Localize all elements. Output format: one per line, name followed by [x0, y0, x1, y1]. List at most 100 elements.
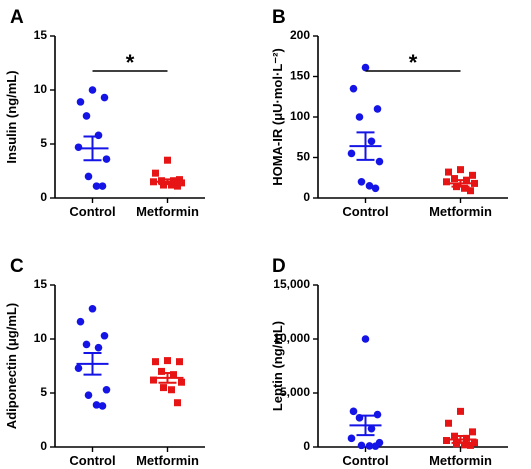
data-point-square	[178, 378, 185, 386]
data-point-square	[158, 367, 165, 375]
data-point-circle	[88, 304, 97, 313]
data-point-square	[463, 434, 470, 442]
data-point-square	[445, 419, 452, 427]
data-point-circle	[367, 424, 376, 433]
significance-marker: *	[409, 50, 418, 75]
data-point-circle	[371, 184, 380, 193]
y-tick-label: 15,000	[273, 277, 310, 291]
panel-d: D 0 5,000 10,000 15,000 Leptin (ng/mL) Control…	[270, 256, 508, 468]
data-point-square	[469, 428, 476, 436]
panel-c: C 0 5 10 15 Adiponectin (μg/mL) Control Metform…	[4, 256, 205, 468]
data-point-circle	[82, 112, 91, 120]
panel-label: B	[272, 7, 286, 28]
data-point-square	[457, 407, 464, 415]
data-point-circle	[76, 317, 85, 326]
data-point-circle	[373, 105, 382, 113]
data-point-circle	[94, 343, 103, 352]
data-point-circle	[347, 434, 356, 443]
y-axis-label: HOMA-IR (μU·mol·L⁻²)	[270, 48, 285, 186]
y-tick-label: 10	[34, 82, 48, 96]
data-point-square	[461, 184, 468, 192]
data-point-circle	[349, 407, 358, 416]
y-axis-label: Insulin (ng/mL)	[4, 70, 19, 163]
data-point-circle	[94, 131, 103, 140]
data-point-square	[443, 178, 450, 186]
data-point-circle	[365, 442, 374, 450]
y-tick-label: 5	[40, 385, 47, 399]
y-tick-label: 150	[290, 69, 310, 83]
data-point-circle	[84, 172, 93, 181]
data-point-square	[445, 168, 452, 176]
data-point-square	[158, 177, 165, 185]
y-tick-label: 200	[290, 28, 310, 42]
y-tick-label: 10	[34, 331, 48, 345]
data-point-circle	[355, 113, 364, 121]
y-tick-label: 15	[34, 277, 48, 291]
significance-marker: *	[126, 50, 135, 75]
data-point-circle	[92, 401, 101, 409]
data-point-square	[443, 437, 450, 445]
data-point-circle	[349, 84, 358, 93]
x-tick-label: Metformin	[429, 204, 492, 219]
data-point-circle	[76, 98, 85, 106]
data-point-circle	[357, 441, 366, 450]
y-tick-label: 100	[290, 109, 310, 123]
data-point-square	[164, 357, 171, 365]
data-point-circle	[347, 149, 356, 158]
data-point-square	[174, 399, 181, 407]
data-point-square	[457, 166, 464, 174]
data-point-square	[168, 386, 175, 394]
data-point-square	[467, 441, 474, 449]
y-tick-label: 0	[40, 439, 47, 453]
y-tick-label: 0	[303, 190, 310, 204]
data-point-square	[152, 169, 159, 177]
data-point-square	[164, 156, 171, 164]
x-tick-label: Metformin	[136, 453, 199, 468]
data-point-square	[451, 175, 458, 183]
y-tick-label: 0	[303, 439, 310, 453]
panel-label: A	[10, 7, 24, 28]
data-point-circle	[100, 93, 109, 102]
y-tick-label: 15	[34, 28, 48, 42]
data-point-circle	[102, 155, 111, 163]
data-point-square	[152, 358, 159, 366]
data-point-square	[160, 384, 167, 392]
data-point-square	[471, 439, 478, 447]
data-point-circle	[88, 86, 97, 94]
data-point-circle	[102, 385, 111, 394]
x-tick-label: Control	[69, 453, 115, 468]
data-point-square	[469, 171, 476, 179]
data-point-circle	[365, 182, 374, 190]
data-point-circle	[82, 340, 91, 349]
data-point-circle	[371, 442, 380, 450]
data-point-circle	[74, 364, 83, 372]
data-point-square	[174, 182, 181, 190]
data-point-circle	[357, 178, 366, 186]
panel-label: D	[272, 256, 286, 277]
data-point-square	[150, 376, 157, 384]
x-tick-label: Metformin	[429, 453, 492, 468]
panel-b: B 0 50 100 150 200 HOMA-IR (μU·mol·L⁻²) Control…	[270, 7, 508, 219]
data-point-circle	[100, 331, 109, 340]
data-point-circle	[367, 137, 376, 146]
y-tick-label: 50	[297, 150, 311, 164]
data-point-circle	[361, 63, 370, 72]
data-point-square	[461, 441, 468, 449]
data-point-circle	[373, 410, 382, 419]
panel-a: A 0 5 10 15 Insulin (ng/mL) Control Metformin *	[4, 7, 205, 219]
y-tick-label: 0	[40, 190, 47, 204]
y-tick-label: 5	[40, 136, 47, 150]
y-tick-label: 5,000	[280, 385, 310, 399]
data-point-circle	[98, 402, 107, 410]
data-point-circle	[98, 182, 107, 190]
x-tick-label: Control	[69, 204, 115, 219]
y-axis-label: Adiponectin (μg/mL)	[4, 303, 19, 429]
data-point-circle	[74, 143, 83, 152]
x-tick-label: Control	[342, 204, 388, 219]
data-point-square	[170, 177, 177, 185]
x-tick-label: Metformin	[136, 204, 199, 219]
x-tick-label: Control	[342, 453, 388, 468]
data-point-square	[170, 371, 177, 379]
data-point-circle	[375, 157, 384, 166]
